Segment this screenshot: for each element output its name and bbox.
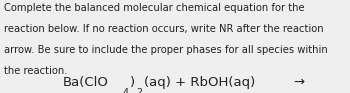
Text: Complete the balanced molecular chemical equation for the: Complete the balanced molecular chemical…	[4, 3, 305, 13]
Text: (aq) + RbOH(aq): (aq) + RbOH(aq)	[145, 76, 260, 89]
Text: reaction below. If no reaction occurs, write NR after the reaction: reaction below. If no reaction occurs, w…	[4, 24, 324, 34]
Text: the reaction.: the reaction.	[4, 66, 68, 76]
Text: 2: 2	[137, 88, 143, 93]
Text: Ba(ClO: Ba(ClO	[63, 76, 109, 89]
Text: →: →	[294, 76, 304, 89]
Text: ): )	[130, 76, 135, 89]
Text: 4: 4	[122, 88, 128, 93]
Text: arrow. Be sure to include the proper phases for all species within: arrow. Be sure to include the proper pha…	[4, 45, 328, 55]
